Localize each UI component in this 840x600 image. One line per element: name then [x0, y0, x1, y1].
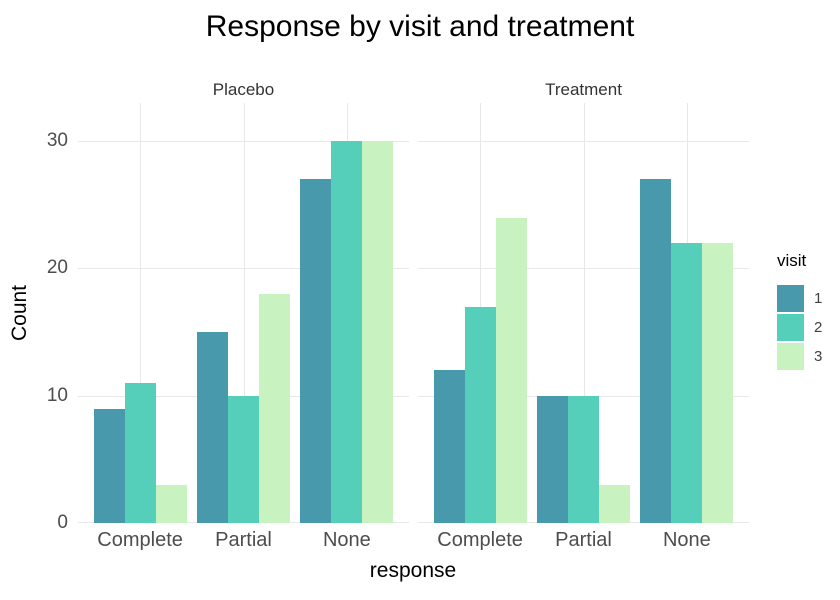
legend-label-visit-3: 3 [814, 348, 823, 365]
legend-title: visit [777, 251, 807, 270]
bar-treatment-none-visit-2 [671, 243, 703, 523]
bar-placebo-none-visit-1 [300, 179, 332, 523]
facet-label-treatment: Treatment [545, 80, 622, 99]
legend-entries: 1 2 3 [777, 285, 822, 370]
bar-placebo-partial-visit-2 [228, 395, 259, 523]
x-tick-label-placebo-none: None [322, 529, 371, 551]
bar-treatment-partial-visit-3 [599, 484, 630, 523]
x-tick-label-treatment-partial: Partial [555, 529, 612, 551]
x-gridline-partial [244, 103, 245, 523]
bar-treatment-partial-visit-2 [568, 395, 599, 523]
legend-swatch-visit-1 [777, 285, 804, 312]
x-tick-label-treatment-none: None [662, 529, 711, 551]
bar-treatment-none-visit-1 [640, 179, 672, 523]
legend-label-visit-1: 1 [814, 290, 823, 307]
bar-placebo-partial-visit-3 [259, 293, 290, 523]
bar-placebo-complete-visit-2 [124, 383, 156, 523]
bar-placebo-complete-visit-1 [93, 408, 125, 523]
y-tick-label-30: 30 [46, 130, 68, 151]
bar-placebo-complete-visit-3 [155, 484, 187, 523]
panel-treatment [418, 103, 749, 523]
bar-treatment-none-visit-3 [702, 243, 734, 523]
bar-treatment-complete-visit-2 [464, 306, 496, 523]
y-gridline-30 [78, 141, 409, 142]
bar-treatment-complete-visit-3 [495, 217, 527, 523]
legend: visit 1 2 3 [777, 252, 822, 372]
y-gridline-20 [418, 268, 749, 269]
y-tick-label-0: 0 [57, 512, 68, 533]
bar-placebo-none-visit-3 [362, 141, 394, 523]
x-tick-label-treatment-complete: Complete [437, 529, 523, 551]
legend-swatch-visit-2 [777, 314, 804, 341]
bar-treatment-complete-visit-1 [433, 370, 465, 523]
legend-entry-visit-1: 1 [777, 285, 822, 312]
y-axis-title: Count [8, 284, 31, 342]
x-tick-label-placebo-complete: Complete [97, 529, 183, 551]
legend-swatch-visit-3 [777, 343, 804, 370]
y-tick-label-20: 20 [46, 257, 68, 278]
y-gridline-30 [418, 141, 749, 142]
x-tick-label-placebo-partial: Partial [215, 529, 272, 551]
bar-placebo-none-visit-2 [331, 141, 363, 523]
legend-entry-visit-2: 2 [777, 314, 822, 341]
y-gridline-20 [78, 268, 409, 269]
plot-title: Response by visit and treatment [205, 10, 635, 43]
legend-entry-visit-3: 3 [777, 343, 822, 370]
bar-placebo-partial-visit-1 [197, 332, 228, 523]
bar-treatment-partial-visit-1 [537, 395, 568, 523]
legend-label-visit-2: 2 [814, 319, 823, 336]
x-gridline-partial [584, 103, 585, 523]
y-tick-label-10: 10 [46, 385, 68, 406]
x-axis-title: response [369, 559, 457, 582]
panel-placebo [78, 103, 409, 523]
facet-label-placebo: Placebo [212, 80, 275, 99]
x-gridline-complete [140, 103, 141, 523]
